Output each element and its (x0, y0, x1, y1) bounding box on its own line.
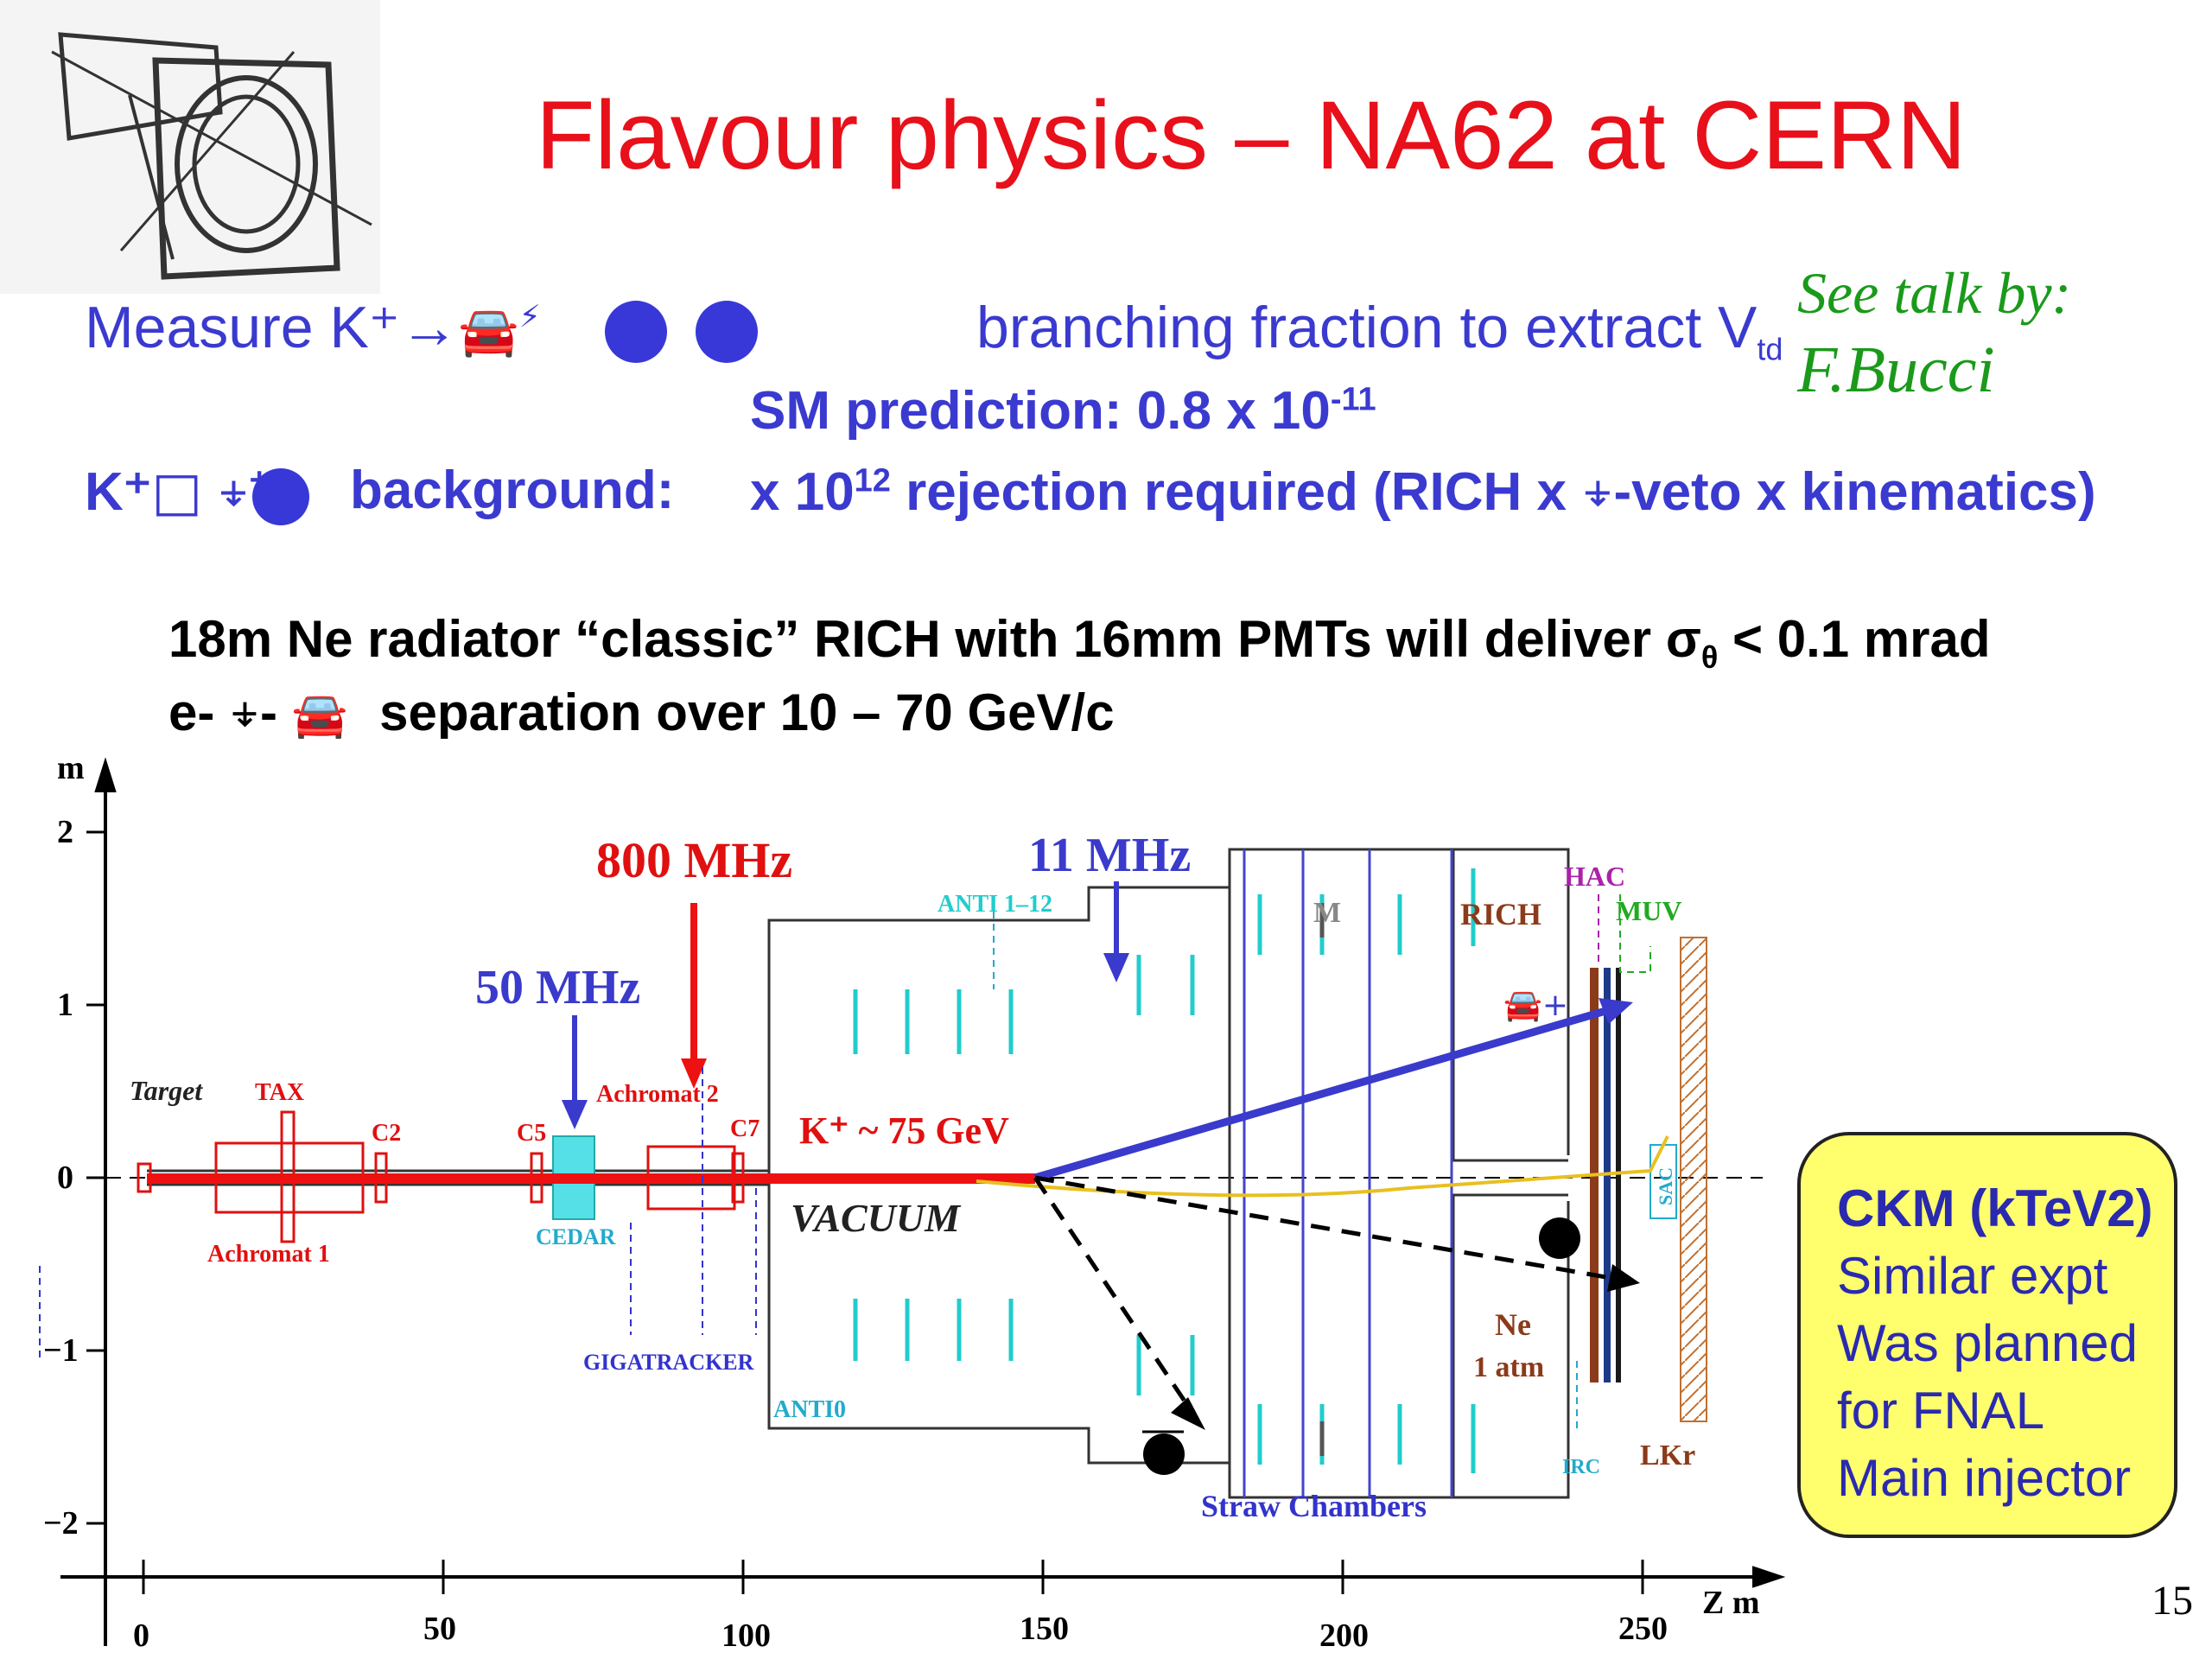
beam-line (147, 1173, 1035, 1184)
ckm-line-3: for FNAL (1837, 1382, 2045, 1440)
y-tick-1: 1 (57, 987, 73, 1023)
y-unit: m (57, 750, 85, 786)
label-straw: Straw Chambers (1201, 1489, 1427, 1523)
label-lkr: LKr (1640, 1440, 1695, 1471)
muv-wall (1680, 937, 1707, 1422)
measure-line: Measure K⁺→🚘⚡ (85, 294, 541, 362)
rich-line-sub: θ (1700, 639, 1719, 675)
label-irc: IRC (1562, 1456, 1600, 1478)
label-sac: SAC (1655, 1167, 1676, 1205)
pion-track (1033, 1005, 1613, 1182)
neutrino-dot-1 (605, 301, 667, 363)
label-target: Target (130, 1075, 203, 1106)
label-anti112: ANTI 1–12 (938, 891, 1052, 918)
rejection-text: x 1012 rejection required (RICH x ⍖-veto… (750, 460, 2096, 524)
spark-icon: ⚡ (518, 299, 541, 335)
measure-suffix-line: branching fraction to extract Vtd (976, 294, 1783, 368)
sm-prediction: SM prediction: 0.8 x 10-11 (750, 380, 1376, 442)
speaker-name: F.Bucci (1797, 334, 1995, 406)
background-dot (252, 468, 309, 525)
x-tick-0: 0 (133, 1618, 149, 1654)
y-tick-m1: −1 (43, 1332, 79, 1369)
label-ne: Ne (1495, 1307, 1531, 1342)
pion-icon: 🚘 (458, 303, 519, 359)
label-11mhz: 11 MHz (1028, 829, 1191, 882)
see-talk-label: See talk by: (1797, 260, 2072, 326)
label-hac: HAC (1564, 861, 1625, 892)
separation-line: e- ⍖- 🚘 separation over 10 – 70 GeV/c (168, 683, 1115, 743)
x-tick-200: 200 (1319, 1618, 1369, 1654)
page-number: 15 (2152, 1578, 2193, 1624)
measure-sub: td (1757, 331, 1783, 367)
sm-prediction-exp: -11 (1330, 381, 1376, 418)
label-m: M (1313, 897, 1341, 929)
ckm-callout: CKM (kTeV2) Similar expt Was planned for… (1797, 1132, 2177, 1538)
label-anti0: ANTI0 (773, 1396, 846, 1423)
label-achromat2: Achromat 2 (596, 1081, 719, 1108)
label-cedar: CEDAR (536, 1224, 616, 1249)
muon-icon: ⍖ (217, 460, 250, 523)
background-label: K⁺ (85, 462, 152, 522)
measure-suffix: branching fraction to extract V (976, 295, 1758, 360)
rejection-pre: x 10 (750, 462, 855, 522)
x-tick-150: 150 (1020, 1611, 1069, 1647)
label-kaon: K⁺ ~ 75 GeV (799, 1109, 1009, 1152)
x-unit: Z m (1702, 1585, 1760, 1621)
ckm-line-2: Was planned (1837, 1314, 2138, 1372)
ckm-line-1: Similar expt (1837, 1247, 2108, 1305)
sep-prefix: e- (168, 683, 215, 741)
x-tick-50: 50 (423, 1611, 456, 1647)
label-achromat1: Achromat 1 (207, 1241, 330, 1268)
sm-prediction-text: SM prediction: 0.8 x 10 (750, 381, 1331, 441)
sep-dash: - (260, 683, 278, 741)
y-tick-2: 2 (57, 814, 73, 850)
neutrino-track-2 (1033, 1176, 1195, 1414)
na62-detector-diagram: m 2 1 0 −1 −2 0 50 100 150 200 250 Z m (26, 739, 1806, 1655)
y-tick-0: 0 (57, 1160, 73, 1196)
y-tick-m2: −2 (43, 1505, 79, 1541)
pion-small-icon: 🚘+ (1503, 988, 1568, 1023)
rejection-post: rejection required (RICH x (890, 462, 1582, 522)
label-vacuum: VACUUM (791, 1196, 962, 1240)
rich-line-tail: < 0.1 mrad (1718, 610, 1991, 668)
label-50mhz: 50 MHz (475, 961, 640, 1014)
rich-line-text: 18m Ne radiator “classic” RICH with 16mm… (168, 610, 1701, 668)
neutrino-track-1 (1034, 1175, 1617, 1281)
ckm-title: CKM (kTeV2) (1837, 1179, 2153, 1237)
pion-icon-2: 🚘 (291, 690, 348, 741)
rich-line: 18m Ne radiator “classic” RICH with 16mm… (168, 609, 1991, 676)
label-gigatracker: GIGATRACKER (583, 1350, 754, 1375)
x-tick-250: 250 (1618, 1611, 1668, 1647)
x-tick-100: 100 (721, 1618, 771, 1654)
arrow-box-icon: □ (151, 460, 203, 523)
slide-title: Flavour physics – NA62 at CERN (536, 81, 1967, 189)
background-line: K⁺□ ⍖+ (85, 460, 270, 524)
sep-text: separation over 10 – 70 GeV/c (379, 683, 1115, 741)
measure-prefix: Measure K⁺→ (85, 295, 459, 360)
neutrino-dot-a (1539, 1217, 1580, 1259)
ckm-line-4: Main injector (1837, 1449, 2132, 1507)
label-800mhz: 800 MHz (596, 832, 792, 888)
rejection-exp: 12 (854, 462, 891, 499)
label-c2: C2 (372, 1120, 401, 1147)
label-muv: MUV (1616, 895, 1681, 926)
neutrino-dot-b (1143, 1433, 1185, 1475)
label-c7: C7 (730, 1116, 760, 1142)
label-tax: TAX (255, 1079, 304, 1106)
rejection-end: -veto x kinematics) (1613, 462, 2096, 522)
vacuum-tank-top (767, 848, 1570, 1155)
rich-sketch-logo (0, 0, 380, 294)
rich-vessel (1452, 849, 1568, 1497)
label-rich: RICH (1460, 897, 1541, 931)
muon-icon-3: ⍖ (229, 683, 261, 743)
background-word: background: (350, 461, 675, 520)
label-atm: 1 atm (1473, 1351, 1544, 1383)
neutrino-dot-2 (696, 301, 758, 363)
muon-icon-2: ⍖ (1581, 460, 1614, 523)
label-c5: C5 (517, 1120, 546, 1147)
